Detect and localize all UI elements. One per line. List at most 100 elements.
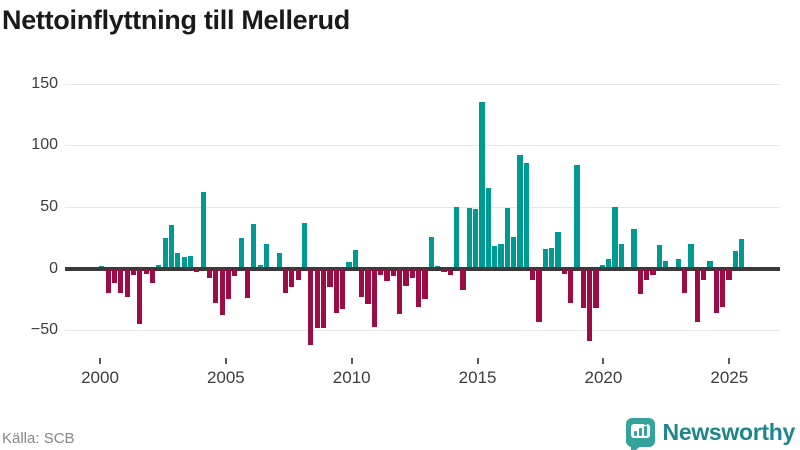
positive-bar (454, 206, 460, 269)
negative-bar (568, 268, 574, 304)
x-axis-label: 2005 (206, 368, 245, 387)
positive-bar (555, 231, 561, 269)
positive-bar (511, 236, 517, 269)
negative-bar (232, 268, 238, 276)
negative-bar (206, 268, 213, 279)
negative-bar (530, 268, 536, 280)
gridline (65, 145, 780, 147)
positive-bar (663, 261, 669, 269)
positive-bar (302, 222, 308, 269)
negative-bar (644, 268, 650, 280)
gridline (65, 330, 780, 332)
positive-bar (257, 264, 263, 269)
negative-bar (720, 268, 726, 307)
negative-bar (105, 268, 111, 294)
negative-bar (295, 268, 301, 280)
x-axis-tick (99, 358, 101, 364)
negative-bar (593, 268, 599, 309)
negative-bar (682, 268, 688, 294)
negative-bar (143, 268, 149, 274)
negative-bar (536, 268, 542, 322)
y-axis-label: 0 (49, 259, 58, 277)
negative-bar (460, 268, 466, 290)
negative-bar (403, 268, 409, 286)
positive-bar (276, 252, 282, 269)
negative-bar (726, 268, 732, 280)
x-axis-tick (602, 358, 605, 364)
positive-bar (631, 229, 637, 269)
y-axis-label: 100 (31, 136, 58, 154)
negative-bar (124, 268, 130, 297)
negative-bar (289, 268, 295, 288)
negative-bar (226, 268, 232, 300)
positive-bar (200, 192, 206, 269)
negative-bar (314, 268, 320, 328)
brand-text: Newsworthy (662, 418, 796, 445)
x-axis-tick (350, 358, 353, 364)
positive-bar (498, 243, 504, 269)
negative-bar (213, 268, 219, 304)
positive-bar (523, 162, 529, 269)
positive-bar (574, 164, 580, 269)
positive-bar (428, 236, 434, 269)
newsworthy-logo: Newsworthy (625, 415, 796, 450)
badge-bar-3 (643, 425, 647, 436)
positive-bar (612, 206, 618, 269)
negative-bar (580, 268, 586, 309)
negative-bar (416, 268, 422, 307)
negative-bar (321, 268, 327, 328)
negative-bar (713, 268, 719, 313)
negative-bar (701, 268, 707, 280)
positive-bar (675, 258, 681, 269)
positive-bar (181, 257, 187, 269)
negative-bar (283, 268, 289, 294)
positive-bar (485, 188, 491, 269)
positive-bar (542, 248, 548, 269)
positive-bar (618, 243, 624, 269)
negative-bar (130, 268, 137, 275)
positive-bar (504, 208, 510, 269)
positive-bar (238, 237, 244, 269)
negative-bar (378, 268, 384, 275)
badge-dot (643, 422, 647, 425)
negative-bar (447, 268, 453, 275)
positive-bar (156, 264, 162, 269)
positive-bar (492, 246, 498, 269)
positive-bar (732, 251, 738, 269)
positive-bar (168, 225, 175, 269)
negative-bar (650, 268, 656, 275)
negative-bar (118, 268, 124, 294)
negative-bar (422, 268, 428, 300)
positive-bar (175, 252, 181, 269)
negative-bar (561, 268, 567, 274)
negative-bar (245, 268, 251, 299)
positive-bar (346, 262, 352, 269)
x-axis-label: 2000 (81, 368, 119, 387)
negative-bar (340, 268, 346, 310)
negative-bar (333, 268, 339, 313)
positive-bar (606, 258, 612, 269)
positive-bar (517, 155, 523, 269)
negative-bar (409, 268, 415, 279)
gridline (65, 206, 780, 208)
positive-bar (479, 102, 485, 269)
gridline (65, 83, 780, 85)
positive-bar (656, 245, 662, 269)
x-axis-label: 2015 (458, 368, 497, 387)
x-axis-label: 2025 (710, 368, 749, 387)
positive-bar (251, 224, 257, 269)
positive-bar (707, 261, 713, 269)
x-axis-tick (224, 358, 227, 364)
newsworthy-badge-icon (625, 417, 655, 450)
negative-bar (397, 268, 403, 315)
negative-bar (137, 268, 143, 325)
y-axis-label: 50 (40, 197, 58, 215)
badge-bar-1 (633, 430, 637, 436)
y-axis-label: 150 (31, 74, 58, 92)
x-axis-tick (476, 358, 479, 364)
positive-bar (187, 256, 194, 269)
negative-bar (365, 268, 371, 305)
x-axis-tick (728, 358, 731, 364)
negative-bar (219, 268, 225, 316)
